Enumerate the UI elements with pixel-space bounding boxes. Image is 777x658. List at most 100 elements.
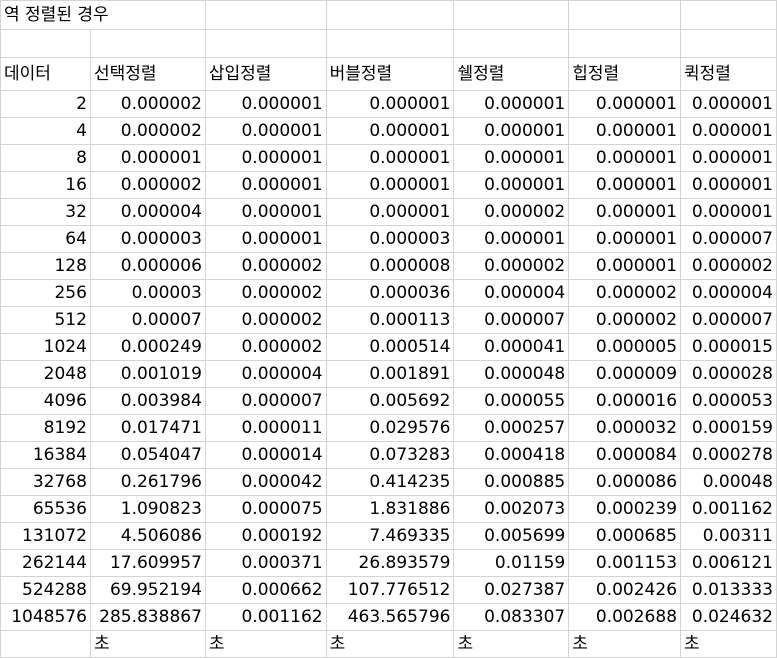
time-cell[interactable]: 0.001891 xyxy=(325,360,455,388)
unit-cell[interactable]: 초 xyxy=(453,630,570,658)
time-cell[interactable]: 0.017471 xyxy=(89,414,206,442)
time-cell[interactable]: 0.000001 xyxy=(204,90,327,118)
time-cell[interactable]: 0.000001 xyxy=(568,117,682,145)
time-cell[interactable]: 0.083307 xyxy=(453,603,570,631)
time-cell[interactable]: 0.005699 xyxy=(453,522,570,550)
header-cell-quick-sort[interactable]: 퀵정렬 xyxy=(680,57,777,91)
time-cell[interactable]: 0.000192 xyxy=(204,522,327,550)
unit-cell[interactable]: 초 xyxy=(204,630,327,658)
data-size-cell[interactable]: 4096 xyxy=(0,387,91,415)
time-cell[interactable]: 0.000001 xyxy=(325,144,455,172)
time-cell[interactable]: 0.001162 xyxy=(204,603,327,631)
empty-cell[interactable] xyxy=(325,0,455,30)
empty-cell[interactable] xyxy=(453,29,570,58)
time-cell[interactable]: 0.000001 xyxy=(568,252,682,280)
time-cell[interactable]: 0.000685 xyxy=(568,522,682,550)
time-cell[interactable]: 0.000239 xyxy=(568,495,682,523)
time-cell[interactable]: 285.838867 xyxy=(89,603,206,631)
time-cell[interactable]: 0.00311 xyxy=(680,522,777,550)
time-cell[interactable]: 0.000002 xyxy=(568,306,682,334)
time-cell[interactable]: 0.000001 xyxy=(680,144,777,172)
data-size-cell[interactable]: 512 xyxy=(0,306,91,334)
time-cell[interactable]: 0.01159 xyxy=(453,549,570,577)
time-cell[interactable]: 0.000032 xyxy=(568,414,682,442)
header-cell-insertion-sort[interactable]: 삽입정렬 xyxy=(204,57,327,91)
data-size-cell[interactable]: 524288 xyxy=(0,576,91,604)
time-cell[interactable]: 7.469335 xyxy=(325,522,455,550)
time-cell[interactable]: 463.565796 xyxy=(325,603,455,631)
empty-cell[interactable] xyxy=(325,29,455,58)
data-size-cell[interactable]: 16 xyxy=(0,171,91,199)
time-cell[interactable]: 0.000016 xyxy=(568,387,682,415)
time-cell[interactable]: 0.000004 xyxy=(89,198,206,226)
time-cell[interactable]: 0.000113 xyxy=(325,306,455,334)
time-cell[interactable]: 0.000004 xyxy=(680,279,777,307)
time-cell[interactable]: 0.000001 xyxy=(453,171,570,199)
time-cell[interactable]: 0.000001 xyxy=(204,144,327,172)
time-cell[interactable]: 69.952194 xyxy=(89,576,206,604)
time-cell[interactable]: 0.000371 xyxy=(204,549,327,577)
time-cell[interactable]: 0.000001 xyxy=(325,171,455,199)
time-cell[interactable]: 0.000001 xyxy=(568,225,682,253)
data-size-cell[interactable]: 128 xyxy=(0,252,91,280)
time-cell[interactable]: 0.000086 xyxy=(568,468,682,496)
time-cell[interactable]: 0.000007 xyxy=(453,306,570,334)
time-cell[interactable]: 0.000028 xyxy=(680,360,777,388)
time-cell[interactable]: 0.000001 xyxy=(204,171,327,199)
time-cell[interactable]: 0.002688 xyxy=(568,603,682,631)
time-cell[interactable]: 0.002426 xyxy=(568,576,682,604)
time-cell[interactable]: 0.000001 xyxy=(325,117,455,145)
time-cell[interactable]: 0.000002 xyxy=(204,333,327,361)
data-size-cell[interactable]: 1048576 xyxy=(0,603,91,631)
time-cell[interactable]: 0.000036 xyxy=(325,279,455,307)
empty-cell[interactable] xyxy=(89,29,206,58)
time-cell[interactable]: 0.000001 xyxy=(325,90,455,118)
time-cell[interactable]: 0.000001 xyxy=(680,171,777,199)
time-cell[interactable]: 0.000006 xyxy=(89,252,206,280)
data-size-cell[interactable]: 65536 xyxy=(0,495,91,523)
time-cell[interactable]: 0.00048 xyxy=(680,468,777,496)
time-cell[interactable]: 0.000001 xyxy=(325,198,455,226)
time-cell[interactable]: 0.000008 xyxy=(325,252,455,280)
empty-cell[interactable] xyxy=(0,29,91,58)
time-cell[interactable]: 0.000001 xyxy=(568,171,682,199)
time-cell[interactable]: 0.005692 xyxy=(325,387,455,415)
time-cell[interactable]: 0.000514 xyxy=(325,333,455,361)
empty-cell[interactable] xyxy=(453,0,570,30)
time-cell[interactable]: 0.000002 xyxy=(204,279,327,307)
data-size-cell[interactable]: 1024 xyxy=(0,333,91,361)
time-cell[interactable]: 0.000001 xyxy=(453,225,570,253)
time-cell[interactable]: 0.001019 xyxy=(89,360,206,388)
time-cell[interactable]: 0.000014 xyxy=(204,441,327,469)
time-cell[interactable]: 0.000159 xyxy=(680,414,777,442)
time-cell[interactable]: 0.000001 xyxy=(204,225,327,253)
time-cell[interactable]: 0.00003 xyxy=(89,279,206,307)
time-cell[interactable]: 0.000048 xyxy=(453,360,570,388)
time-cell[interactable]: 0.000003 xyxy=(89,225,206,253)
time-cell[interactable]: 0.000278 xyxy=(680,441,777,469)
unit-cell[interactable]: 초 xyxy=(325,630,455,658)
data-size-cell[interactable]: 262144 xyxy=(0,549,91,577)
time-cell[interactable]: 0.000001 xyxy=(204,117,327,145)
unit-cell[interactable]: 초 xyxy=(680,630,777,658)
data-size-cell[interactable]: 16384 xyxy=(0,441,91,469)
time-cell[interactable]: 0.000002 xyxy=(204,306,327,334)
unit-cell[interactable]: 초 xyxy=(89,630,206,658)
time-cell[interactable]: 1.831886 xyxy=(325,495,455,523)
time-cell[interactable]: 0.000257 xyxy=(453,414,570,442)
time-cell[interactable]: 0.000053 xyxy=(680,387,777,415)
time-cell[interactable]: 0.000055 xyxy=(453,387,570,415)
time-cell[interactable]: 0.00007 xyxy=(89,306,206,334)
time-cell[interactable]: 0.073283 xyxy=(325,441,455,469)
time-cell[interactable]: 0.000015 xyxy=(680,333,777,361)
time-cell[interactable]: 0.000418 xyxy=(453,441,570,469)
data-size-cell[interactable]: 64 xyxy=(0,225,91,253)
data-size-cell[interactable]: 32768 xyxy=(0,468,91,496)
time-cell[interactable]: 17.609957 xyxy=(89,549,206,577)
time-cell[interactable]: 26.893579 xyxy=(325,549,455,577)
time-cell[interactable]: 0.029576 xyxy=(325,414,455,442)
time-cell[interactable]: 0.001153 xyxy=(568,549,682,577)
time-cell[interactable]: 0.000002 xyxy=(204,252,327,280)
time-cell[interactable]: 0.000001 xyxy=(453,117,570,145)
time-cell[interactable]: 0.000007 xyxy=(680,225,777,253)
